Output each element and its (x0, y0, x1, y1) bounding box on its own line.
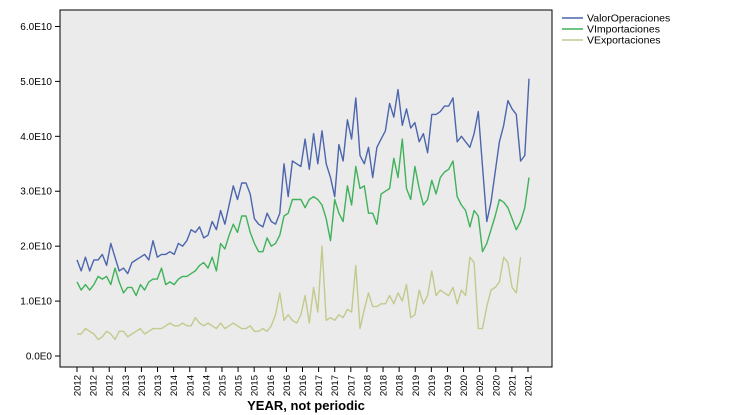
x-tick-label: 2021 (524, 375, 535, 396)
x-tick-label: 2018 (362, 375, 373, 396)
x-tick-label: 2021 (507, 375, 518, 396)
legend-label: VImportaciones (587, 24, 660, 36)
x-tick-label: 2020 (459, 375, 470, 396)
y-tick-label: 0.0E0 (26, 352, 53, 363)
plot-background (59, 9, 553, 368)
x-tick-label: 2015 (250, 375, 261, 396)
x-tick-label: 2015 (217, 375, 228, 396)
x-tick-label: 2019 (411, 375, 422, 396)
x-tick-label: 2013 (153, 375, 164, 396)
x-axis: 2012 2012 2012 2013 2013 2013 2014 2014 2014 2015… (73, 367, 535, 396)
y-tick-label: 5.0E10 (20, 77, 52, 88)
y-axis: 0.0E0 1.0E10 2.0E10 3.0E10 4.0E10 5.0E10 6.0E1… (20, 22, 60, 363)
x-tick-label: 2016 (282, 375, 293, 396)
y-tick-label: 4.0E10 (20, 132, 52, 143)
x-tick-label: 2017 (314, 375, 325, 396)
x-tick-label: 2012 (105, 375, 116, 396)
x-tick-label: 2020 (491, 375, 502, 396)
x-axis-title: YEAR, not periodic (247, 398, 365, 413)
x-tick-label: 2016 (298, 375, 309, 396)
x-tick-label: 2018 (395, 375, 406, 396)
x-tick-label: 2014 (169, 375, 180, 396)
x-tick-label: 2012 (73, 375, 84, 396)
x-tick-label: 2015 (234, 375, 245, 396)
series-line-vimportaciones (76, 138, 530, 297)
x-tick-label: 2018 (379, 375, 390, 396)
x-tick-label: 2013 (121, 375, 132, 396)
legend-label: ValorOperaciones (587, 13, 670, 25)
y-tick-label: 6.0E10 (20, 22, 52, 33)
x-tick-label: 2017 (346, 375, 357, 396)
x-tick-label: 2014 (185, 375, 196, 396)
series-line-valoroperaciones (76, 78, 530, 275)
x-tick-label: 2013 (137, 375, 148, 396)
x-tick-label: 2020 (475, 375, 486, 396)
y-tick-label: 1.0E10 (20, 297, 52, 308)
x-tick-label: 2016 (266, 375, 277, 396)
x-tick-label: 2012 (89, 375, 100, 396)
series-lines (76, 78, 530, 341)
x-tick-label: 2019 (443, 375, 454, 396)
y-tick-label: 2.0E10 (20, 242, 52, 253)
y-tick-label: 3.0E10 (20, 187, 52, 198)
x-tick-label: 2017 (330, 375, 341, 396)
legend: ValorOperacionesVImportacionesVExportaci… (562, 13, 670, 47)
series-line-vexportaciones (77, 245, 522, 341)
legend-label: VExportaciones (587, 35, 661, 47)
x-tick-label: 2014 (201, 375, 212, 396)
x-tick-label: 2019 (427, 375, 438, 396)
